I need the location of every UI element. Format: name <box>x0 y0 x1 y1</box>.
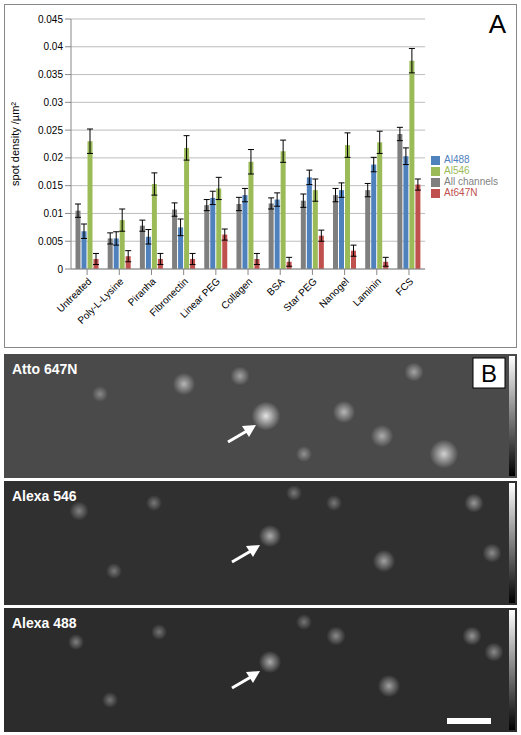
svg-text:0.005: 0.005 <box>38 236 63 247</box>
svg-text:Nanogel: Nanogel <box>317 276 351 310</box>
svg-text:0.025: 0.025 <box>38 125 63 136</box>
svg-text:0.02: 0.02 <box>44 152 64 163</box>
svg-text:Atto 647N: Atto 647N <box>12 361 77 377</box>
svg-text:0: 0 <box>57 264 63 275</box>
svg-text:0.01: 0.01 <box>44 208 64 219</box>
svg-text:Laminin: Laminin <box>351 276 384 309</box>
svg-text:0.045: 0.045 <box>38 14 63 25</box>
svg-text:0.015: 0.015 <box>38 180 63 191</box>
html-text:All channels: All channels <box>444 176 498 187</box>
html-text:Al488: Al488 <box>444 154 470 165</box>
html-text:At647N: At647N <box>444 187 478 198</box>
svg-text:0.03: 0.03 <box>44 97 64 108</box>
svg-text:BSA: BSA <box>265 275 287 297</box>
svg-text:Alexa 488: Alexa 488 <box>12 615 77 631</box>
svg-text:Collagen: Collagen <box>219 276 255 312</box>
svg-text:Fibronectin: Fibronectin <box>147 275 191 319</box>
svg-text:Poly-L-Lysine: Poly-L-Lysine <box>75 275 126 326</box>
svg-text:Linear PEG: Linear PEG <box>178 276 222 320</box>
html-text:Al546: Al546 <box>444 165 470 176</box>
svg-text:Star PEG: Star PEG <box>281 276 319 314</box>
svg-text:Untreated: Untreated <box>54 275 94 315</box>
svg-text:FCS: FCS <box>393 275 415 297</box>
svg-text:Alexa 546: Alexa 546 <box>12 488 77 504</box>
svg-text:spot density /µm²: spot density /µm² <box>9 102 21 186</box>
svg-text:Piranha: Piranha <box>126 275 158 307</box>
html-text:A: A <box>488 9 506 39</box>
svg-text:0.04: 0.04 <box>44 41 64 52</box>
svg-text:B: B <box>481 360 497 387</box>
svg-text:0.035: 0.035 <box>38 69 63 80</box>
